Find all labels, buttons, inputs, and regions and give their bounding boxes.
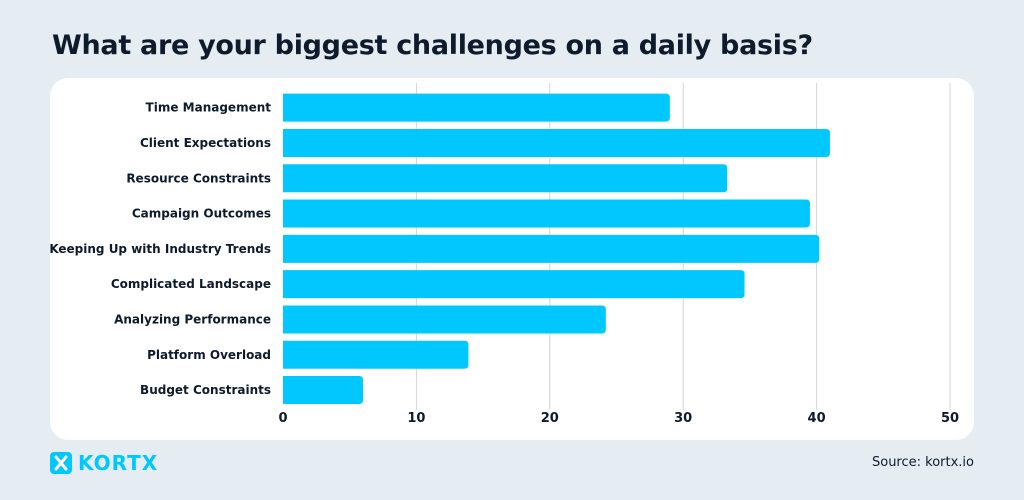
bar-time-management	[283, 93, 670, 122]
kortx-x-logo-icon	[50, 452, 72, 474]
bar-complicated-landscape	[283, 270, 745, 299]
x-tick-label: 10	[407, 411, 425, 426]
category-label: Campaign Outcomes	[132, 207, 271, 221]
bar-client-expectations	[283, 128, 830, 157]
category-label: Keeping Up with Industry Trends	[50, 242, 271, 256]
bar-budget-constraints	[283, 376, 364, 405]
bar-campaign-outcomes	[283, 199, 810, 228]
category-label: Client Expectations	[140, 136, 271, 150]
bar-analyzing-performance	[283, 305, 606, 334]
bar-chart: Time Management Client Expectations Resour…	[50, 83, 959, 426]
kortx-x-logo-glyph	[50, 452, 72, 474]
bar-resource-constraints	[283, 164, 728, 193]
category-label: Complicated Landscape	[111, 277, 271, 291]
category-label: Platform Overload	[147, 348, 271, 362]
brand-name: KORTX	[78, 451, 159, 475]
x-tick-label: 40	[808, 411, 826, 426]
x-tick-label: 20	[541, 411, 559, 426]
chart-title: What are your biggest challenges on a da…	[52, 30, 813, 61]
category-label: Budget Constraints	[140, 383, 271, 397]
category-label: Resource Constraints	[126, 171, 271, 185]
bar-keeping-up-with-industry-trends	[283, 234, 820, 263]
brand-logo: KORTX	[50, 451, 158, 475]
source-note: Source: kortx.io	[871, 455, 974, 470]
bar-platform-overload	[283, 340, 469, 369]
x-tick-label: 30	[674, 411, 692, 426]
x-tick-label: 50	[941, 411, 959, 426]
category-label: Analyzing Performance	[114, 312, 271, 326]
chart-card: Time Management Client Expectations Resour…	[50, 78, 974, 440]
x-tick-label: 0	[278, 411, 287, 426]
category-label: Time Management	[146, 101, 272, 115]
